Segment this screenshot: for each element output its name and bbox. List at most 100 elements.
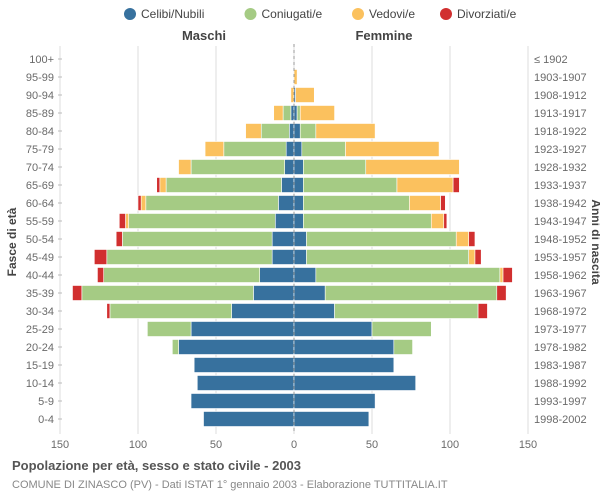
- age-label: 40-44: [26, 270, 54, 282]
- bar-female-co: [297, 106, 300, 121]
- bar-male-c: [191, 322, 294, 337]
- bar-male-c: [289, 124, 294, 139]
- bar-female-c: [294, 178, 303, 193]
- bar-male-v: [126, 214, 129, 229]
- bar-female-d: [497, 286, 506, 301]
- bar-female-d: [441, 196, 446, 211]
- bar-male-co: [107, 250, 272, 265]
- age-label: 65-69: [26, 180, 54, 192]
- year-label: 1918-1922: [534, 126, 587, 138]
- age-label: 50-54: [26, 234, 54, 246]
- bar-female-v: [300, 106, 334, 121]
- bar-female-co: [302, 142, 346, 157]
- bar-male-c: [197, 376, 294, 391]
- age-label: 20-24: [26, 342, 54, 354]
- bar-male-v: [160, 178, 166, 193]
- bar-male-co: [122, 232, 272, 247]
- year-label: 1983-1987: [534, 360, 587, 372]
- bar-female-d: [444, 214, 447, 229]
- bar-female-v: [397, 178, 453, 193]
- bar-female-v: [345, 142, 439, 157]
- age-label: 35-39: [26, 288, 54, 300]
- year-label: 1948-1952: [534, 234, 587, 246]
- age-label: 95-99: [26, 72, 54, 84]
- bar-female-co: [303, 160, 365, 175]
- bar-male-c: [179, 340, 294, 355]
- x-tick-label: 50: [210, 439, 222, 451]
- bar-male-c: [272, 232, 294, 247]
- age-label: 45-49: [26, 252, 54, 264]
- bar-female-d: [453, 178, 459, 193]
- col-title-female: Femmine: [355, 28, 412, 43]
- age-label: 70-74: [26, 162, 54, 174]
- bar-female-co: [394, 340, 413, 355]
- bar-male-d: [157, 178, 160, 193]
- bar-male-v: [141, 196, 146, 211]
- year-label: 1943-1947: [534, 216, 587, 228]
- bar-female-c: [294, 340, 394, 355]
- bar-male-co: [129, 214, 276, 229]
- bar-male-c: [232, 304, 294, 319]
- bar-female-c: [294, 196, 303, 211]
- bar-female-c: [294, 412, 369, 427]
- bar-male-c: [194, 358, 294, 373]
- x-tick-label: 150: [51, 439, 69, 451]
- bar-female-d: [503, 268, 512, 283]
- year-label: 1963-1967: [534, 288, 587, 300]
- bar-male-co: [110, 304, 232, 319]
- age-label: 100+: [29, 54, 54, 66]
- bar-female-c: [294, 304, 335, 319]
- age-label: 0-4: [38, 414, 54, 426]
- bar-female-c: [294, 376, 416, 391]
- legend-swatch: [352, 8, 364, 20]
- year-label: ≤ 1902: [534, 54, 568, 66]
- bar-female-co: [335, 304, 479, 319]
- bar-male-d: [116, 232, 122, 247]
- year-label: 1988-1992: [534, 378, 587, 390]
- bar-male-v: [179, 160, 191, 175]
- age-label: 10-14: [26, 378, 54, 390]
- year-label: 1908-1912: [534, 90, 587, 102]
- bar-male-co: [166, 178, 281, 193]
- year-label: 1903-1907: [534, 72, 587, 84]
- age-label: 15-19: [26, 360, 54, 372]
- age-label: 55-59: [26, 216, 54, 228]
- y-axis-right-title: Anni di nascita: [589, 199, 600, 285]
- legend-label: Celibi/Nubili: [141, 7, 204, 21]
- year-label: 1993-1997: [534, 396, 587, 408]
- bar-male-co: [104, 268, 260, 283]
- bar-male-co: [172, 340, 178, 355]
- year-label: 1968-1972: [534, 306, 587, 318]
- bar-male-v: [274, 106, 283, 121]
- bar-female-d: [475, 250, 481, 265]
- bar-female-co: [303, 214, 431, 229]
- bar-male-co: [147, 322, 191, 337]
- bar-female-v: [296, 88, 315, 103]
- bar-male-d: [119, 214, 125, 229]
- bar-male-c: [278, 196, 294, 211]
- age-label: 75-79: [26, 144, 54, 156]
- year-label: 1958-1962: [534, 270, 587, 282]
- bar-female-c: [294, 232, 306, 247]
- bar-female-d: [478, 304, 487, 319]
- bar-male-c: [282, 178, 294, 193]
- age-label: 80-84: [26, 126, 54, 138]
- year-label: 1928-1932: [534, 162, 587, 174]
- legend-label: Vedovi/e: [369, 7, 415, 21]
- bar-male-d: [97, 268, 103, 283]
- bar-male-co: [191, 160, 285, 175]
- bar-male-c: [260, 268, 294, 283]
- bar-male-co: [82, 286, 254, 301]
- bar-male-c: [204, 412, 294, 427]
- x-tick-label: 0: [291, 439, 297, 451]
- x-tick-label: 100: [129, 439, 147, 451]
- x-tick-label: 150: [519, 439, 537, 451]
- bar-male-c: [286, 142, 294, 157]
- bar-female-c: [294, 214, 303, 229]
- bar-male-c: [272, 250, 294, 265]
- bar-female-co: [306, 250, 468, 265]
- bar-female-c: [294, 268, 316, 283]
- year-label: 1953-1957: [534, 252, 587, 264]
- bar-male-co: [283, 106, 291, 121]
- bar-female-v: [456, 232, 468, 247]
